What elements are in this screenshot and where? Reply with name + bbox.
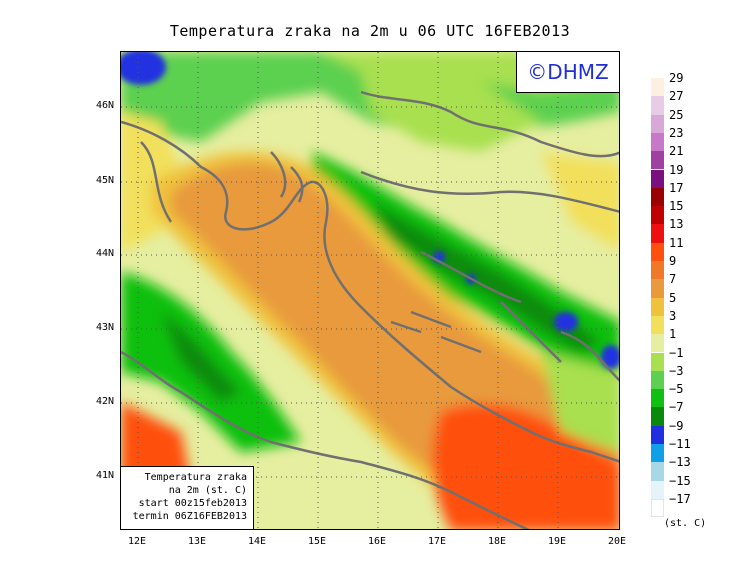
legend-tick-label: 9 xyxy=(669,254,677,268)
lon-label-17e: 17E xyxy=(427,536,447,547)
legend-tick-label: −11 xyxy=(669,437,691,451)
lon-label-20e: 20E xyxy=(607,536,627,547)
lon-label-12e: 12E xyxy=(127,536,147,547)
legend-tick-label: −9 xyxy=(669,418,684,433)
temperature-map: ©DHMZ Temperatura zraka na 2m (st. C) st… xyxy=(120,51,620,530)
lon-label-19e: 19E xyxy=(547,536,567,547)
info-line-2: na 2m (st. C) xyxy=(168,485,247,496)
legend-tick-label: 3 xyxy=(669,308,677,323)
temperature-field xyxy=(121,52,619,529)
legend-tick-label: −7 xyxy=(669,400,684,415)
coastlines xyxy=(121,90,619,529)
legend-swatch xyxy=(651,315,664,335)
legend-tick-label: −13 xyxy=(669,455,691,470)
info-line-4: termin 06Z16FEB2013 xyxy=(132,511,247,522)
legend-tick-label: −5 xyxy=(669,382,684,397)
lon-label-13e: 13E xyxy=(187,536,207,547)
graticule xyxy=(121,52,619,529)
legend-swatch xyxy=(651,334,664,353)
legend-tick-label: 19 xyxy=(669,162,684,177)
legend-swatch xyxy=(651,462,664,481)
legend-swatch xyxy=(651,389,664,408)
lat-label-46n: 46N xyxy=(95,100,114,111)
legend-swatch xyxy=(651,498,664,518)
legend-swatch xyxy=(651,114,664,133)
legend-tick-label: 15 xyxy=(669,199,684,214)
info-box: Temperatura zraka na 2m (st. C) start 00… xyxy=(121,466,254,529)
legend-swatch xyxy=(651,261,664,280)
legend-tick-label: 25 xyxy=(669,107,684,122)
legend-swatch xyxy=(651,132,664,152)
info-line-3: start 00z15feb2013 xyxy=(138,498,247,509)
legend-tick-label: −17 xyxy=(669,491,691,506)
legend-tick-label: −15 xyxy=(669,473,691,488)
legend-tick-label: 7 xyxy=(669,272,677,287)
lat-label-45n: 45N xyxy=(95,175,114,186)
legend-swatch xyxy=(651,297,664,316)
lon-label-16e: 16E xyxy=(367,536,387,547)
lon-label-15e: 15E xyxy=(307,536,327,547)
lon-label-18e: 18E xyxy=(487,536,507,547)
chart-title: Temperatura zraka na 2m u 06 UTC 16FEB20… xyxy=(169,22,571,40)
legend-unit: (st. C) xyxy=(664,518,707,529)
legend-tick-label: 11 xyxy=(669,235,684,250)
legend-tick-label: 29 xyxy=(669,71,684,85)
legend-tick-label: 5 xyxy=(669,290,677,305)
legend-tick-label: 13 xyxy=(669,217,684,232)
legend-tick-label: −1 xyxy=(669,345,684,360)
lon-label-14e: 14E xyxy=(247,536,267,547)
cold-spots xyxy=(121,52,619,369)
legend-swatch xyxy=(651,279,664,298)
legend-swatch xyxy=(651,480,664,499)
legend-tick-label: 17 xyxy=(669,180,684,195)
legend-tick-label: 23 xyxy=(669,125,684,140)
legend-swatch xyxy=(651,425,664,444)
info-line-1: Temperatura zraka xyxy=(144,472,247,483)
lat-label-42n: 42N xyxy=(95,396,114,407)
legend-swatch xyxy=(651,370,664,390)
legend-tick-label: 1 xyxy=(669,327,677,342)
legend-swatch xyxy=(651,352,664,371)
legend-swatch xyxy=(651,224,664,243)
legend-swatch xyxy=(651,96,664,115)
legend-swatch xyxy=(651,78,664,97)
lat-label-41n: 41N xyxy=(95,470,114,481)
legend-tick-label: 27 xyxy=(669,89,684,104)
legend-tick-label: −3 xyxy=(669,363,684,378)
legend-swatch xyxy=(651,151,664,170)
lat-label-44n: 44N xyxy=(95,248,114,259)
legend-tick-label: 21 xyxy=(669,144,684,159)
map-canvas xyxy=(121,52,619,529)
legend-swatch xyxy=(651,444,664,463)
lat-label-43n: 43N xyxy=(95,322,114,333)
dhmz-logo: ©DHMZ xyxy=(516,52,619,93)
legend-swatch xyxy=(651,169,664,188)
legend-swatch xyxy=(651,187,664,207)
legend-swatch xyxy=(651,407,664,426)
legend-swatch xyxy=(651,242,664,261)
legend-swatch xyxy=(651,206,664,225)
